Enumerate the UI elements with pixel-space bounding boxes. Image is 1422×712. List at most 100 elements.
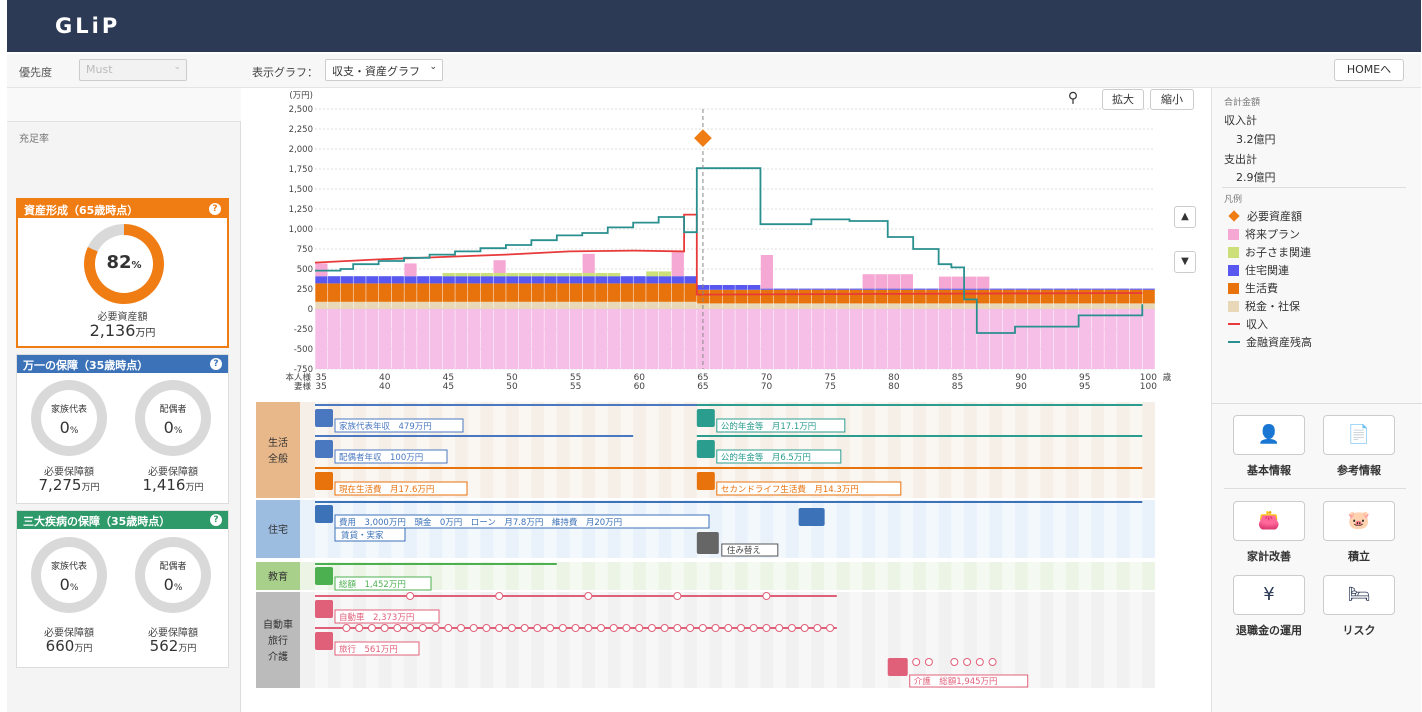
x-tick-label: 70 — [761, 373, 773, 383]
y-tick-label: 1,000 — [289, 225, 313, 235]
nav-button-label[interactable]: 家計改善 — [1247, 550, 1291, 563]
legend-item[interactable]: 将来プラン — [1228, 226, 1300, 242]
travel-event-marker — [571, 624, 580, 632]
legend-item-label: 必要資産額 — [1247, 210, 1302, 223]
nav-button[interactable]: 👛 — [1233, 501, 1305, 541]
timeline-stripe — [467, 402, 481, 498]
timeline-stripe — [824, 562, 837, 590]
asset-amount-label: 必要資産額 — [97, 312, 148, 323]
bar-tax — [824, 303, 837, 309]
color-swatch — [1228, 300, 1239, 312]
x-tick-label-2: 40 — [379, 382, 391, 392]
travel-event-marker — [558, 624, 567, 632]
insurance-card-title: 万一の保障（35歳時点） — [23, 359, 149, 372]
disease-card-header: 三大疾病の保障（35歳時点） ? — [17, 511, 228, 529]
scroll-down-button[interactable]: ▼ — [1174, 251, 1196, 273]
bar-negative-base — [1117, 309, 1130, 369]
graph-select[interactable]: 収支・資産グラフ ⌄ — [325, 59, 443, 81]
x-tick-label: 45 — [443, 373, 454, 383]
asset-card-title: 資産形成（65歳時点） — [24, 204, 139, 217]
legend-item[interactable]: 住宅関連 — [1228, 262, 1289, 278]
insurance-self-amount-label: 必要保障額 — [44, 467, 94, 478]
legend-item[interactable]: お子さま関連 — [1228, 244, 1311, 260]
bar-housing — [900, 288, 913, 290]
asset-formation-card[interactable]: 資産形成（65歳時点） ? 82% 必要資産額 2,136万円 — [16, 198, 229, 348]
bar-negative-base — [811, 309, 824, 369]
nav-button-label[interactable]: リスク — [1342, 624, 1376, 637]
nav-button-label[interactable]: 基本情報 — [1247, 464, 1291, 477]
bar-living — [608, 283, 621, 302]
bar-tax — [608, 301, 621, 309]
timeline-stripe — [976, 562, 990, 590]
care-event-marker — [963, 658, 972, 666]
bar-living — [1053, 289, 1066, 304]
bar-living — [977, 289, 990, 304]
timeline-stripe — [391, 592, 405, 688]
timeline-category-label: 生活 — [268, 436, 288, 449]
timeline-stripe — [849, 562, 863, 590]
y-tick-label: 2,000 — [289, 145, 313, 155]
bar-tax — [735, 303, 748, 309]
bar-living — [417, 283, 430, 302]
legend-item[interactable]: 税金・社保 — [1228, 298, 1300, 314]
zoom-in-button[interactable]: 拡大 — [1102, 89, 1144, 110]
bar-housing — [391, 276, 404, 284]
person-gear-icon: 👤 — [1257, 424, 1281, 445]
bar-tax — [557, 301, 570, 309]
nav-button-label[interactable]: 退職金の運用 — [1236, 624, 1302, 637]
bar-child — [595, 273, 608, 277]
help-icon[interactable]: ? — [209, 203, 221, 215]
nav-button[interactable]: 🐷 — [1323, 501, 1395, 541]
bar-housing — [786, 288, 799, 290]
bar-housing — [1015, 288, 1028, 290]
priority-select[interactable]: Must ⌄ — [79, 59, 187, 81]
bar-housing — [1078, 288, 1092, 290]
disease-self-amount-label: 必要保障額 — [44, 628, 94, 639]
nav-button-label[interactable]: 積立 — [1348, 550, 1370, 563]
timeline-stripe — [518, 592, 532, 688]
legend-item[interactable]: 金融資産残高 — [1228, 334, 1312, 350]
help-icon[interactable]: ? — [210, 358, 222, 370]
bar-housing — [798, 288, 812, 290]
timeline-stripe — [645, 562, 659, 590]
insurance-card[interactable]: 万一の保障（35歳時点） ? 家族代表 0% 配偶者 0% 必要保障額 必要保障… — [16, 354, 229, 504]
bar-negative-base — [493, 309, 506, 369]
care-event-marker — [988, 658, 997, 666]
bar-plan — [977, 276, 990, 289]
y-tick-label: -500 — [294, 345, 313, 355]
bar-negative-base — [786, 309, 799, 369]
timeline-stripe — [1027, 592, 1041, 688]
housing-box — [334, 514, 710, 529]
nav-button-label[interactable]: 参考情報 — [1337, 464, 1381, 477]
timeline-stripe — [722, 562, 735, 590]
y-tick-label: 1,750 — [289, 165, 313, 175]
zoom-icon[interactable]: ⚲ — [1067, 90, 1079, 106]
timeline-stripe — [1053, 500, 1066, 558]
insurance-donut-self: 家族代表 0% — [31, 380, 107, 456]
disease-card[interactable]: 三大疾病の保障（35歳時点） ? 家族代表 0% 配偶者 0% 必要保障額 必要… — [16, 510, 229, 668]
asset-donut: 82% — [84, 224, 164, 304]
legend-item[interactable]: 収入 — [1228, 316, 1268, 332]
bar-living — [366, 283, 379, 302]
education-label: 総額 1,452万円 — [339, 579, 406, 590]
nav-button[interactable]: 🛏 — [1323, 575, 1395, 615]
bar-negative-base — [1066, 309, 1079, 369]
help-icon[interactable]: ? — [210, 514, 222, 526]
cashflow-chart[interactable]: 2,5002,2502,0001,7501,5001,2501,00075050… — [242, 88, 1210, 712]
care-label: 介護 総額1,945万円 — [914, 676, 998, 687]
travel-event-marker — [482, 624, 491, 632]
nav-button[interactable]: ¥ — [1233, 575, 1305, 615]
travel-event-marker — [698, 624, 707, 632]
timeline-stripe — [951, 562, 965, 590]
nav-button[interactable]: 📄 — [1323, 415, 1395, 455]
legend-item[interactable]: 必要資産額 — [1228, 208, 1302, 224]
travel-event-marker — [673, 624, 682, 632]
nav-button[interactable]: 👤 — [1233, 415, 1305, 455]
home-button[interactable]: HOMEへ — [1334, 59, 1404, 81]
scroll-up-button[interactable]: ▲ — [1174, 206, 1196, 228]
legend-item[interactable]: 生活費 — [1228, 280, 1278, 296]
zoom-out-button[interactable]: 縮小 — [1150, 89, 1194, 110]
bar-tax — [480, 301, 493, 309]
bar-tax — [455, 301, 468, 309]
travel-event-marker — [787, 624, 796, 632]
